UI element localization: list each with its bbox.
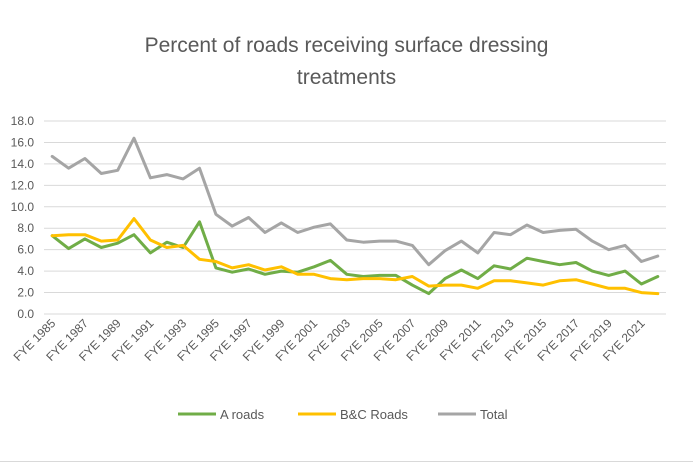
series-line-1: [50, 217, 660, 296]
y-tick-label: 14.0: [11, 157, 35, 171]
series-line-2: [50, 136, 660, 267]
y-tick-label: 10.0: [11, 200, 35, 214]
y-tick-label: 4.0: [17, 264, 34, 278]
y-tick-label: 8.0: [17, 221, 34, 235]
y-tick-label: 16.0: [11, 135, 35, 149]
y-tick-label: 18.0: [11, 114, 35, 128]
y-tick-label: 0.0: [17, 307, 34, 321]
legend-label: Total: [480, 407, 508, 422]
y-tick-label: 2.0: [17, 286, 34, 300]
series-line-0: [50, 220, 660, 296]
chart-title: Percent of roads receiving surface dress…: [0, 30, 693, 94]
chart-title-line-2: treatments: [296, 66, 397, 89]
legend-label: A roads: [220, 407, 265, 422]
legend-label: B&C Roads: [340, 407, 408, 422]
y-tick-label: 12.0: [11, 178, 35, 192]
chart-title-line-1: Percent of roads receiving surface dress…: [144, 34, 549, 57]
y-tick-label: 6.0: [17, 243, 34, 257]
